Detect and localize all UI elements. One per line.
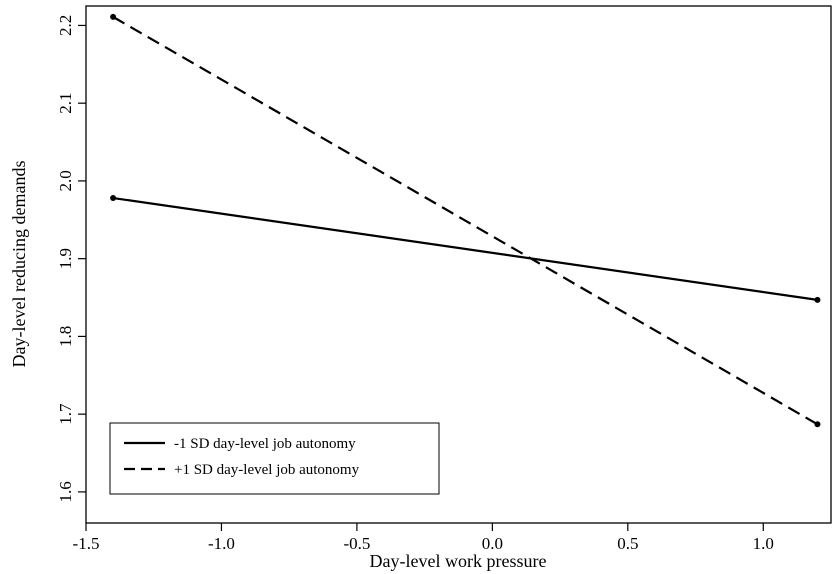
x-tick-label: 0.5 [617,534,638,553]
series-line-2 [112,15,819,426]
y-tick-label: 1.7 [56,403,75,425]
series-layer [110,13,821,428]
series-1-point [814,296,821,303]
series-line-1 [112,196,818,301]
x-tick-label: -1.0 [208,534,235,553]
x-axis: -1.5 -1.0 -0.5 0.0 0.5 1.0 [73,523,774,553]
x-tick-label: 1.0 [753,534,774,553]
y-tick-label: 1.6 [56,481,75,502]
y-axis-title: Day-level reducing demands [9,161,29,368]
y-axis: 1.6 1.7 1.8 1.9 2.0 2.1 2.2 [56,15,86,503]
legend-label-2: +1 SD day-level job autonomy [174,462,360,478]
legend: -1 SD day-level job autonomy +1 SD day-l… [109,422,440,495]
y-tick-label: 1.9 [56,248,75,269]
legend-label-1: -1 SD day-level job autonomy [174,436,356,452]
plot-area-frame [85,5,832,524]
y-tick-label: 1.8 [56,326,75,347]
y-tick-label: 2.1 [56,93,75,114]
series-1-point [110,195,117,202]
y-tick-label: 2.0 [56,170,75,191]
series-2-point [814,421,821,428]
x-tick-label: 0.0 [482,534,503,553]
x-tick-label: -0.5 [343,534,370,553]
legend-box [109,422,440,495]
x-tick-label: -1.5 [73,534,100,553]
y-tick-label: 2.2 [56,15,75,36]
x-axis-title: Day-level work pressure [370,551,547,571]
series-2-point [110,13,117,20]
